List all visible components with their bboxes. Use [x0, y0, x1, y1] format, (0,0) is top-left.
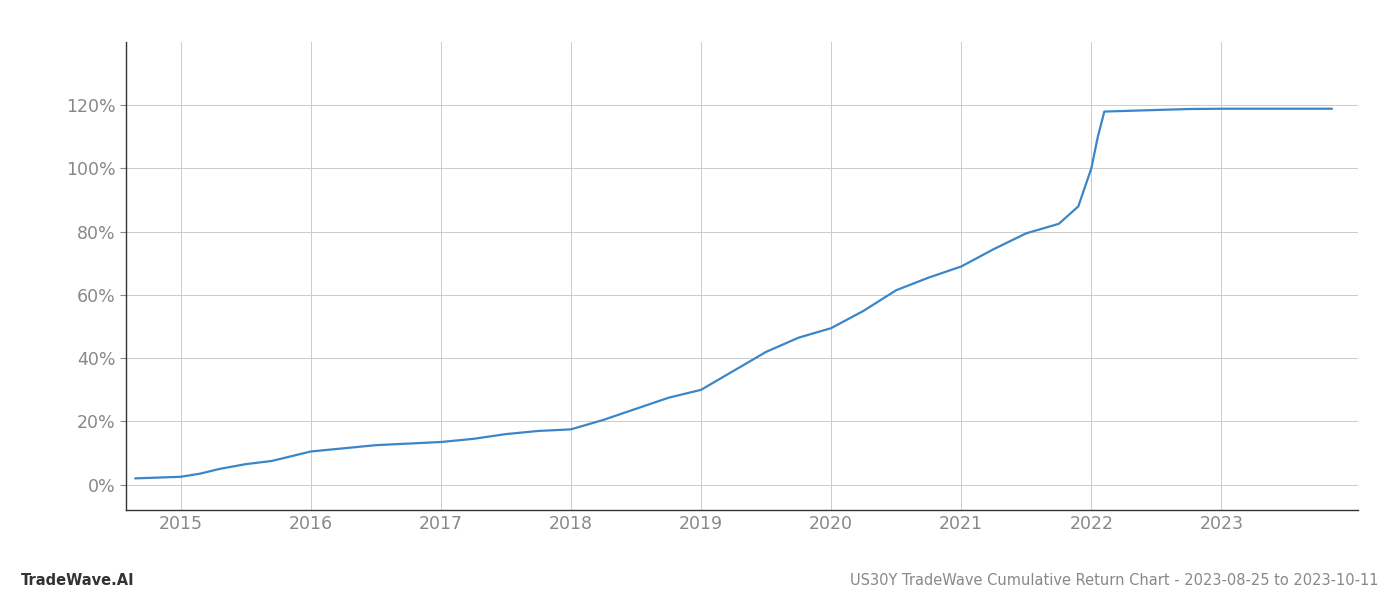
Text: US30Y TradeWave Cumulative Return Chart - 2023-08-25 to 2023-10-11: US30Y TradeWave Cumulative Return Chart … [851, 573, 1379, 588]
Text: TradeWave.AI: TradeWave.AI [21, 573, 134, 588]
